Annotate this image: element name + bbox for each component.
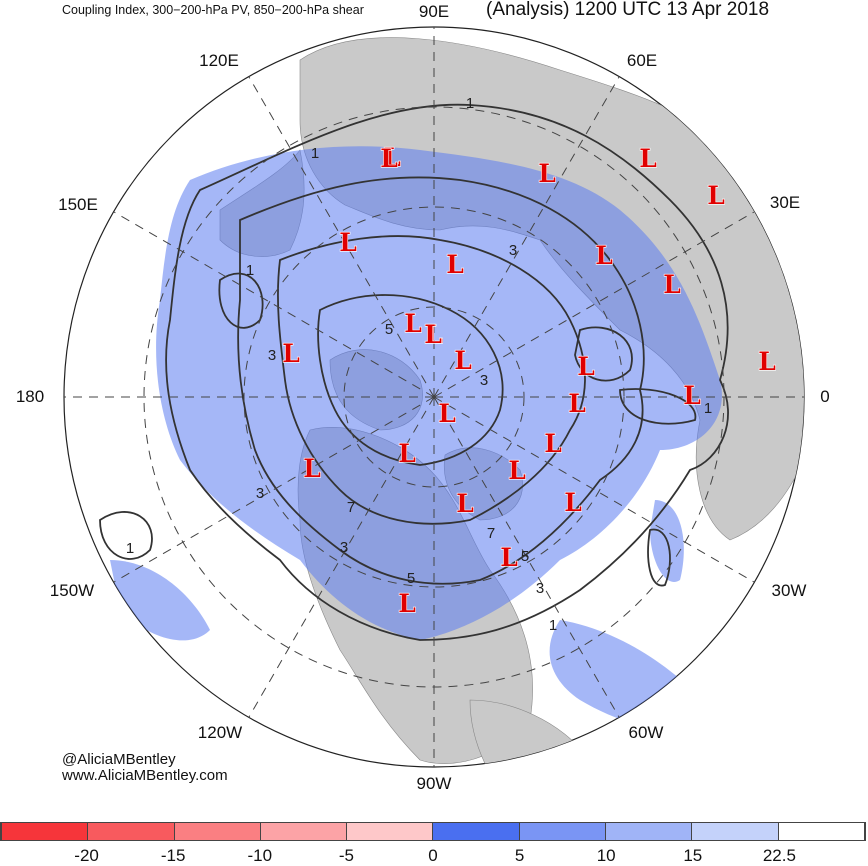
colorbar-swatch-2 [174, 823, 261, 840]
low-marker: L [663, 270, 681, 299]
low-marker: L [456, 489, 474, 518]
lon-label-150e: 150E [58, 195, 98, 214]
land-central-america [469, 699, 591, 767]
colorbar-tick-label: -10 [247, 846, 273, 865]
colorbar-swatch-1 [88, 823, 175, 840]
colorbar-swatch-4 [347, 823, 434, 840]
pv-contours [99, 103, 729, 641]
colorbar-cells [1, 823, 865, 840]
contour-label: 1 [246, 262, 254, 279]
colorbar-swatch-7 [606, 823, 693, 840]
low-marker: L [383, 143, 401, 172]
low-marker: L [339, 228, 357, 257]
low-marker: L [683, 381, 701, 410]
colorbar-swatch-5 [433, 823, 520, 840]
low-marker: L [380, 144, 398, 173]
low-marker: L [639, 144, 657, 173]
low-marker: L [454, 346, 472, 375]
contour-label: 7 [347, 499, 355, 516]
contour-label: 1 [311, 145, 319, 162]
colorbar-swatch-0 [1, 823, 89, 840]
contour-label: 1 [126, 540, 134, 557]
low-marker: L [404, 309, 422, 338]
low-marker: L [544, 429, 562, 458]
contour-label: 1 [704, 400, 712, 417]
lon-label-30w: 30W [772, 581, 807, 600]
contour-label: 5 [385, 321, 393, 338]
contour-label: 3 [509, 242, 517, 259]
low-marker: L [424, 320, 442, 349]
low-marker: L [508, 456, 526, 485]
low-marker: L [303, 454, 321, 483]
lon-label-30e: 30E [770, 193, 800, 212]
lon-label-60w: 60W [629, 723, 664, 742]
low-marker: L [425, 320, 443, 349]
low-marker: L [577, 352, 595, 381]
credit-twitter: @AliciaMBentley [62, 751, 176, 768]
lon-label-60e: 60E [627, 51, 657, 70]
map-subtitle: Coupling Index, 300−200-hPa PV, 850−200-… [62, 3, 364, 17]
low-marker: L [707, 181, 725, 210]
shade-north [156, 146, 722, 640]
lon-label-180: 180 [16, 387, 44, 406]
colorbar-tick-label: -5 [338, 846, 354, 865]
colorbar-swatch-8 [692, 823, 779, 840]
colorbar-tick-label: -20 [74, 846, 99, 865]
colorbar-tick-label: 10 [596, 846, 616, 865]
low-marker: L [500, 543, 518, 572]
low-marker: L [595, 241, 613, 270]
colorbar [0, 822, 866, 841]
colorbar-swatch-6 [519, 823, 607, 840]
contour-label: 7 [487, 525, 495, 542]
colorbar-tick-label: 0 [428, 846, 438, 865]
low-marker: L [568, 389, 586, 418]
low-marker: L [758, 347, 776, 376]
colorbar-swatch-3 [260, 823, 348, 840]
contour-label: 5 [521, 548, 529, 565]
colorbar-tick-label: -15 [160, 846, 186, 865]
contour-label: 3 [340, 539, 348, 556]
contour-label: 3 [480, 372, 488, 389]
longitude-grid [64, 27, 804, 767]
contour-label: 1 [549, 617, 557, 634]
contour-label: 5 [407, 570, 415, 587]
low-marker: L [282, 339, 300, 368]
colorbar-tick-label: 5 [514, 846, 525, 865]
longitude-labels: 90E 60E 30E 0 30W 60W 90W 120W 150W 180 … [16, 2, 830, 793]
lon-label-120e: 120E [199, 51, 239, 70]
lon-label-120w: 120W [198, 723, 242, 742]
low-marker: L [446, 250, 464, 279]
colorbar-tick-label: 22.5 [762, 846, 796, 865]
colorbar-swatch-9 [778, 823, 865, 840]
contour-label: 3 [256, 485, 264, 502]
low-marker: L [398, 589, 416, 618]
contour-label: 1 [466, 95, 474, 112]
credit-website: www.AliciaMBentley.com [62, 767, 228, 784]
lon-label-150w: 150W [50, 581, 94, 600]
lon-label-90e: 90E [419, 2, 449, 21]
low-marker: L [538, 159, 556, 188]
map-title: (Analysis) 1200 UTC 13 Apr 2018 [486, 0, 770, 20]
lon-label-90w: 90W [417, 774, 452, 793]
low-marker: L [398, 439, 416, 468]
low-marker: L [438, 399, 456, 428]
lon-label-0: 0 [820, 387, 829, 406]
low-marker: L [564, 488, 582, 517]
contour-label: 3 [268, 347, 276, 364]
contour-label: 3 [536, 580, 544, 597]
colorbar-tick-label: 15 [683, 846, 703, 865]
